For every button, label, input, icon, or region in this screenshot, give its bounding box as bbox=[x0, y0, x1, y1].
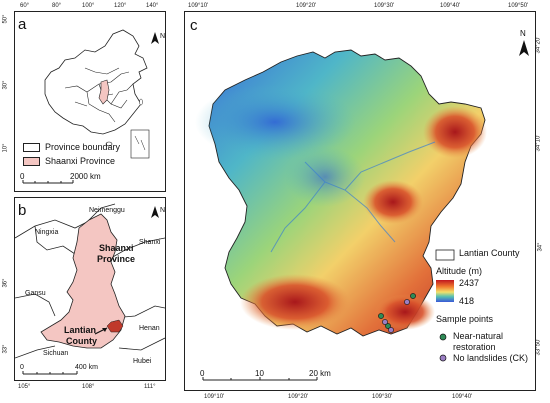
a-left-tick-2: 10° bbox=[2, 143, 9, 153]
lantian-county-swatch bbox=[435, 249, 455, 261]
legend-province-boundary: Province boundary bbox=[23, 142, 120, 152]
province-lines bbox=[64, 67, 134, 123]
region-henan: Henan bbox=[139, 325, 160, 332]
shaanxi-province-shape bbox=[40, 213, 126, 349]
legend-near-natural-dot bbox=[439, 333, 447, 341]
a-left-tick-1: 30° bbox=[2, 80, 9, 90]
scale-bar-c bbox=[202, 377, 318, 381]
south-highland bbox=[240, 274, 350, 330]
legend-lantian-county: Lantian County bbox=[459, 248, 520, 258]
region-ningxia: Ningxia bbox=[35, 229, 59, 236]
region-neimenggu: Neimenggu bbox=[89, 207, 125, 214]
a-top-tick-3: 120° bbox=[114, 3, 127, 9]
legend-no-landslide: No landslides (CK) bbox=[453, 353, 529, 363]
c-bottom-tick-2: 109°30' bbox=[372, 394, 393, 400]
scale-label-b: 400 km bbox=[75, 364, 98, 371]
north-label-b: N bbox=[160, 207, 166, 214]
region-province: Province bbox=[97, 254, 136, 264]
region-sichuan: Sichuan bbox=[43, 350, 69, 357]
region-shaanxi: Shaanxi bbox=[99, 243, 134, 253]
north-arrow-icon bbox=[519, 40, 529, 56]
a-top-tick-0: 60° bbox=[20, 3, 30, 9]
panel-c-letter: c bbox=[190, 17, 198, 34]
shaanxi-region-map bbox=[15, 203, 165, 375]
region-lantian: Lantian bbox=[64, 325, 97, 335]
legend-altitude-min: 418 bbox=[459, 296, 475, 306]
c-top-tick-1: 109°20' bbox=[296, 3, 317, 9]
legend-province-boundary-label: Province boundary bbox=[45, 142, 121, 152]
b-left-tick-0: 36° bbox=[2, 278, 9, 288]
c-bottom-tick-1: 109°20' bbox=[288, 394, 309, 400]
region-gansu: Gansu bbox=[25, 290, 46, 297]
c-right-tick-0: 34°20' bbox=[535, 36, 542, 54]
north-label-c: N bbox=[520, 29, 526, 38]
sample-point-near-natural bbox=[378, 313, 384, 319]
legend-altitude-max: 2437 bbox=[459, 278, 480, 288]
scale-bar-b bbox=[22, 371, 78, 375]
legend-shaanxi-label: Shaanxi Province bbox=[45, 156, 116, 166]
panel-b-shaanxi-map: b N Neimenggu Ningxia Shaanxi Province S… bbox=[14, 197, 166, 381]
b-bottom-tick-0: 105° bbox=[18, 384, 31, 390]
panel-c-lantian-map: c bbox=[184, 11, 536, 391]
scale-bar-a bbox=[22, 180, 74, 184]
panel-a-china-map: a N Province boundary Shaanxi Province bbox=[14, 11, 166, 192]
legend-shaanxi: Shaanxi Province bbox=[23, 156, 115, 166]
altitude-color-bar bbox=[436, 280, 454, 302]
scale-zero-a: 0 bbox=[20, 172, 25, 181]
northeast-highland bbox=[423, 106, 487, 158]
river-network bbox=[270, 141, 436, 253]
sample-point-no-landslide bbox=[404, 299, 410, 305]
panel-b-letter: b bbox=[18, 202, 27, 219]
b-bottom-tick-1: 108° bbox=[82, 384, 95, 390]
c-top-tick-4: 109°50' bbox=[508, 3, 529, 9]
region-shanxi: Shanxi bbox=[139, 239, 161, 246]
c-bottom-tick-3: 109°40' bbox=[452, 394, 473, 400]
c-bottom-tick-0: 109°10' bbox=[204, 394, 225, 400]
b-bottom-tick-2: 111° bbox=[144, 384, 156, 390]
c-top-tick-2: 109°30' bbox=[374, 3, 395, 9]
a-top-tick-4: 140° bbox=[146, 3, 159, 9]
legend-altitude-title: Altitude (m) bbox=[436, 266, 483, 276]
legend-near-natural-line2: restoration bbox=[453, 342, 496, 352]
swatch-shaanxi bbox=[23, 156, 40, 166]
china-outline-map bbox=[22, 29, 159, 184]
shaanxi-highlight bbox=[98, 79, 110, 105]
region-county: County bbox=[66, 336, 97, 346]
elevation-map bbox=[195, 40, 529, 381]
b-left-tick-1: 33° bbox=[2, 344, 9, 354]
c-right-tick-1: 34°10' bbox=[535, 134, 542, 152]
south-sea-box bbox=[130, 129, 150, 159]
legend-sample-title: Sample points bbox=[436, 314, 494, 324]
scale-c-0: 0 bbox=[200, 369, 205, 378]
c-right-tick-3: 33°50' bbox=[535, 338, 542, 356]
swatch-province-boundary bbox=[23, 142, 40, 152]
scale-c-20: 20 km bbox=[309, 369, 331, 378]
panel-a-letter: a bbox=[18, 16, 27, 33]
north-arrow-icon bbox=[151, 32, 159, 44]
sample-point-near-natural bbox=[410, 293, 416, 299]
a-left-tick-0: 50° bbox=[2, 14, 9, 24]
north-arrow-icon bbox=[151, 206, 159, 218]
legend-near-natural-line1: Near-natural bbox=[453, 331, 504, 341]
region-hubei: Hubei bbox=[133, 358, 152, 365]
sample-point-near-natural bbox=[385, 323, 391, 329]
c-right-tick-2: 34° bbox=[537, 242, 544, 252]
scale-zero-b: 0 bbox=[20, 364, 24, 371]
hainan-island bbox=[105, 141, 113, 147]
legend-no-landslide-dot bbox=[439, 354, 447, 362]
lantian-county-shape bbox=[106, 319, 124, 333]
a-top-tick-2: 100° bbox=[82, 3, 95, 9]
scale-label-a: 2000 km bbox=[70, 172, 101, 181]
wei-river-valley bbox=[195, 84, 355, 160]
sample-point-no-landslide bbox=[388, 327, 394, 333]
scale-c-10: 10 bbox=[255, 369, 264, 378]
north-label-a: N bbox=[160, 33, 166, 40]
sample-point-no-landslide bbox=[382, 319, 388, 325]
c-top-tick-3: 109°40' bbox=[440, 3, 461, 9]
china-border bbox=[44, 29, 148, 135]
c-top-tick-0: 109°10' bbox=[188, 3, 209, 9]
a-top-tick-1: 80° bbox=[52, 3, 62, 9]
